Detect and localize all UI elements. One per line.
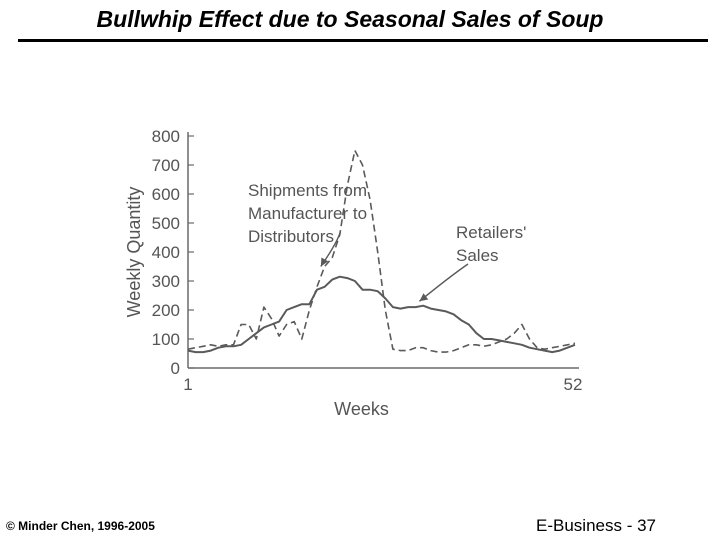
y-tick-label: 400 (152, 243, 180, 262)
y-tick-label: 0 (171, 359, 180, 378)
y-axis-title: Weekly Quantity (124, 187, 144, 318)
copyright-footer: © Minder Chen, 1996-2005 (6, 519, 155, 533)
bullwhip-line-chart: 0 100 200 300 400 500 600 700 800 1 52 Weeks Weekly … (124, 127, 582, 419)
y-tick-label: 600 (152, 185, 180, 204)
shipments-series-line (187, 149, 576, 353)
retail-sales-annotation-arrow (418, 263, 469, 302)
y-tick-label: 300 (152, 272, 180, 291)
slide-number-footer: E-Business - 37 (536, 516, 656, 535)
y-tick-label: 100 (152, 330, 180, 349)
slide-title: Bullwhip Effect due to Seasonal Sales of… (96, 6, 604, 32)
x-tick-label: 1 (183, 375, 192, 394)
y-tick-label: 700 (152, 156, 180, 175)
chart-series (187, 149, 576, 354)
chart-axes: 0 100 200 300 400 500 600 700 800 1 52 Weeks Weekly … (124, 127, 582, 419)
retail-sales-annotation-line: Sales (456, 246, 499, 265)
shipments-annotation-line: Shipments from (248, 181, 367, 200)
title-underline (18, 39, 708, 42)
shipments-annotation-arrow-head (320, 257, 329, 267)
x-axis-title: Weeks (334, 399, 389, 419)
y-tick-label: 500 (152, 214, 180, 233)
shipments-annotation-line: Distributors (248, 227, 334, 246)
retail-sales-series-line (187, 275, 576, 354)
y-tick-label: 200 (152, 301, 180, 320)
chart-annotations: Shipments from Manufacturer to Distributor… (248, 181, 526, 302)
shipments-annotation: Shipments from Manufacturer to Distributor… (248, 181, 367, 246)
y-tick-label: 800 (152, 127, 180, 146)
shipments-annotation-line: Manufacturer to (248, 204, 367, 223)
retail-sales-annotation: Retailers' Sales (456, 223, 526, 265)
retail-sales-annotation-line: Retailers' (456, 223, 526, 242)
retail-sales-annotation-arrow-head (419, 293, 429, 302)
x-tick-label: 52 (564, 375, 583, 394)
